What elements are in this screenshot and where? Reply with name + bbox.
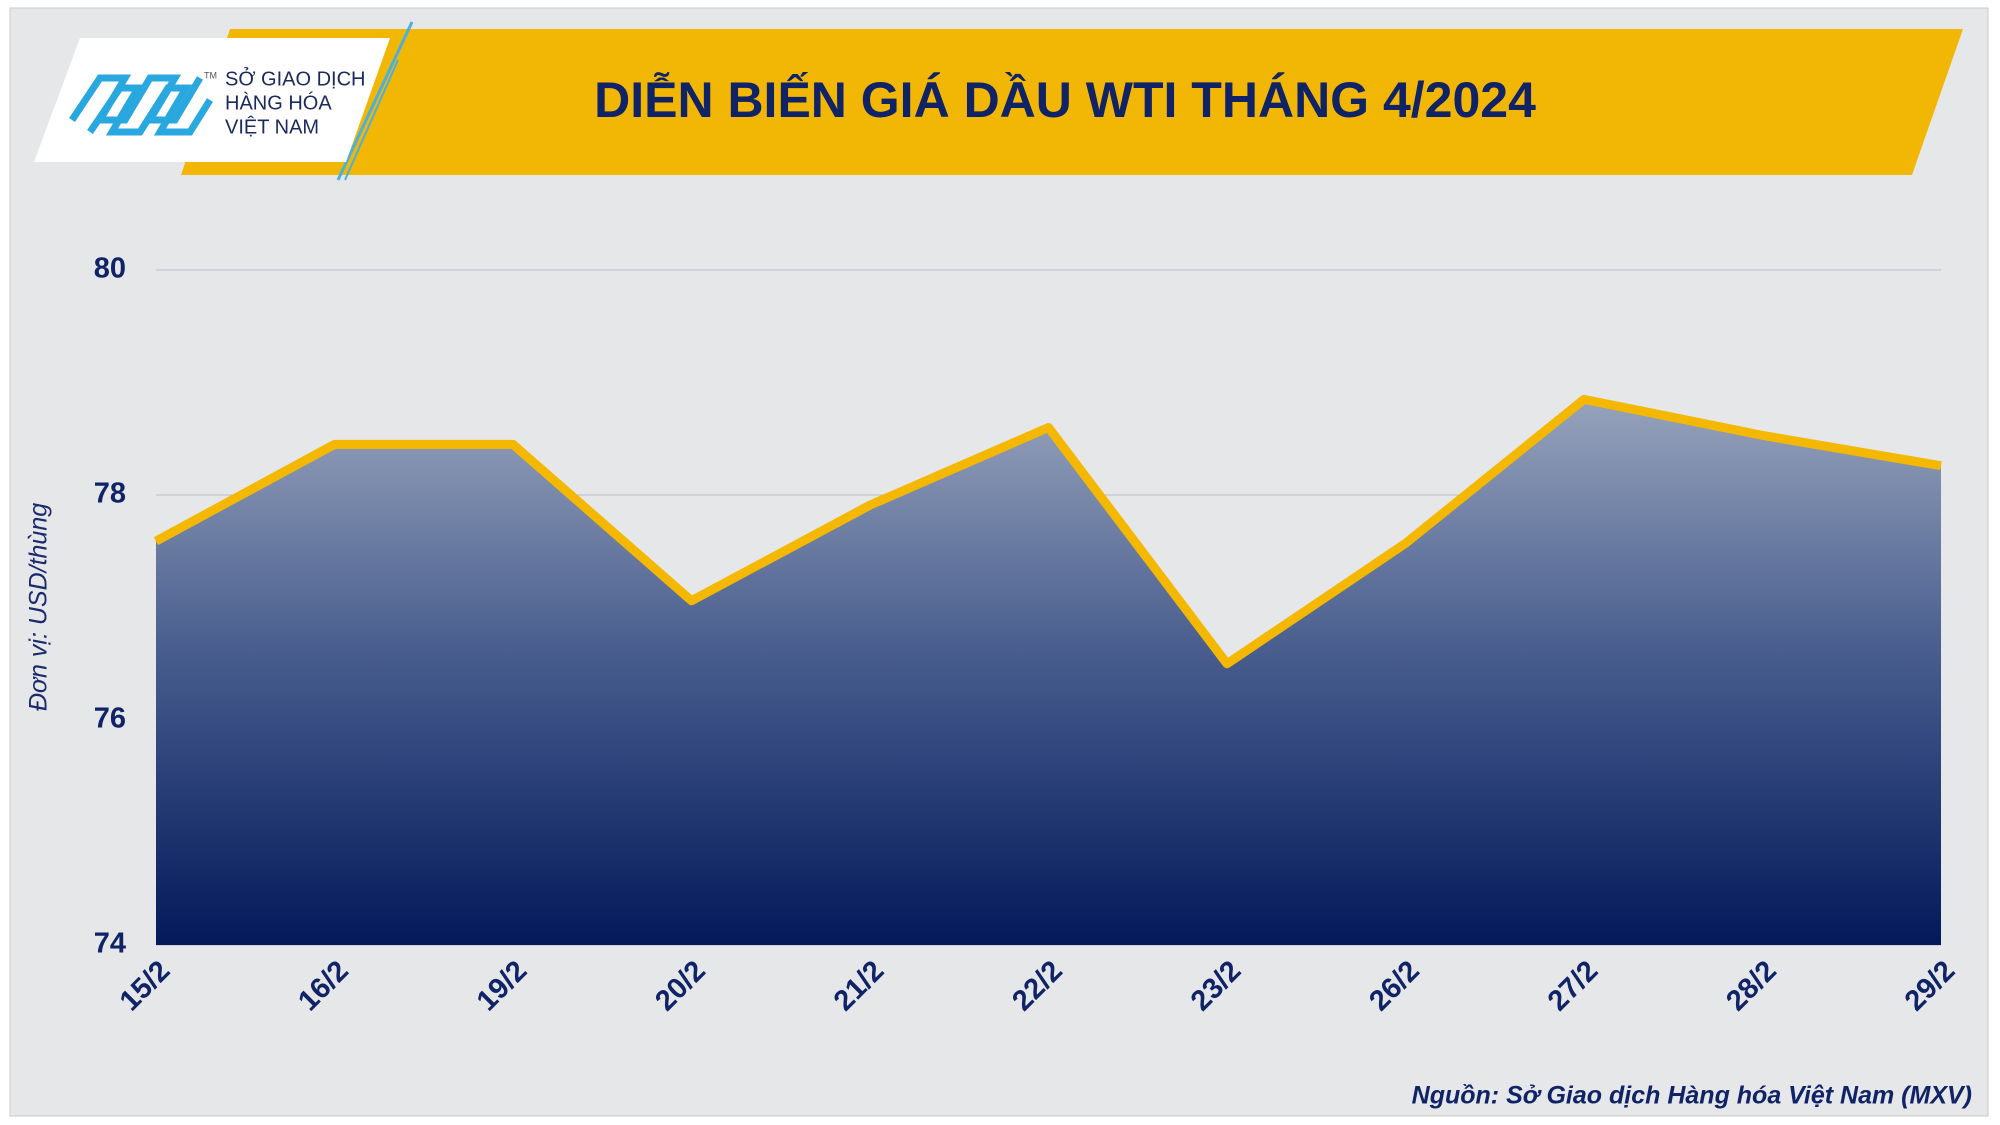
y-axis-label: Đơn vị: USD/thùng <box>25 503 53 711</box>
logo-icon <box>69 74 213 136</box>
y-tick-label: 78 <box>94 478 126 510</box>
decor-line <box>336 21 414 181</box>
decor-line <box>344 59 399 181</box>
logo-text: HÀNG HÓA <box>225 91 332 114</box>
y-tick-label: 74 <box>94 928 126 960</box>
title-banner <box>181 29 1963 175</box>
y-tick-label: 80 <box>94 253 126 285</box>
logo-tm: TM <box>204 70 217 80</box>
logo-text: VIỆT NAM <box>225 115 319 138</box>
area <box>156 399 1941 945</box>
logo-text: SỞ GIAO DỊCH <box>225 66 366 90</box>
line <box>153 394 1942 669</box>
y-tick-label: 76 <box>94 703 126 735</box>
chart-title: DIỄN BIẾN GIÁ DẦU WTI THÁNG 4/2024 <box>594 72 1536 128</box>
source-note: Nguồn: Sở Giao dịch Hàng hóa Việt Nam (M… <box>1412 1082 1972 1110</box>
